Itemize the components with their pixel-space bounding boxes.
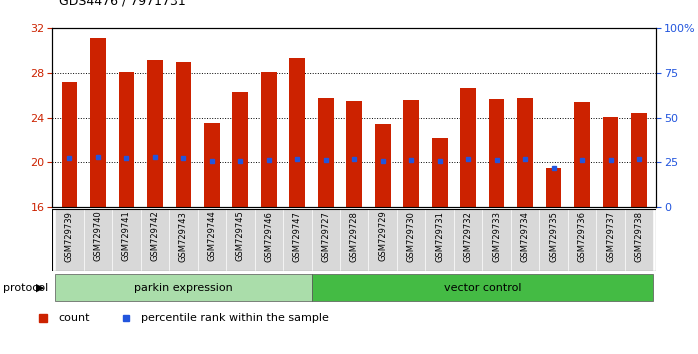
Text: GSM729729: GSM729729 (378, 211, 387, 262)
FancyBboxPatch shape (568, 209, 596, 271)
FancyBboxPatch shape (511, 209, 540, 271)
Text: GSM729744: GSM729744 (207, 211, 216, 262)
Text: GSM729734: GSM729734 (521, 211, 530, 262)
Bar (432, 138, 447, 207)
Bar (232, 92, 248, 207)
FancyBboxPatch shape (140, 209, 169, 271)
FancyBboxPatch shape (482, 209, 511, 271)
Bar (61, 82, 77, 207)
Text: GSM729730: GSM729730 (407, 211, 416, 262)
FancyBboxPatch shape (426, 209, 454, 271)
Text: ▶: ▶ (36, 282, 45, 293)
FancyBboxPatch shape (169, 209, 198, 271)
FancyBboxPatch shape (198, 209, 226, 271)
Bar (602, 116, 618, 207)
Text: GSM729731: GSM729731 (435, 211, 444, 262)
Text: GSM729743: GSM729743 (179, 211, 188, 262)
Bar (290, 58, 305, 207)
FancyBboxPatch shape (625, 209, 653, 271)
Bar (147, 59, 163, 207)
Bar (460, 87, 476, 207)
Text: GSM729747: GSM729747 (292, 211, 302, 262)
Bar (546, 168, 561, 207)
Bar (403, 100, 419, 207)
Text: GSM729735: GSM729735 (549, 211, 558, 262)
FancyBboxPatch shape (596, 209, 625, 271)
Bar (375, 124, 391, 207)
Bar (517, 98, 533, 207)
Text: GSM729746: GSM729746 (265, 211, 274, 262)
Text: GSM729736: GSM729736 (577, 211, 586, 262)
FancyBboxPatch shape (340, 209, 369, 271)
Bar (346, 101, 362, 207)
FancyBboxPatch shape (540, 209, 568, 271)
Bar (119, 72, 134, 207)
Bar (631, 113, 647, 207)
Text: GSM729739: GSM729739 (65, 211, 74, 262)
Text: GSM729733: GSM729733 (492, 211, 501, 262)
Text: GSM729727: GSM729727 (321, 211, 330, 262)
Bar (90, 38, 106, 207)
FancyBboxPatch shape (311, 209, 340, 271)
Text: GSM729732: GSM729732 (463, 211, 473, 262)
Text: percentile rank within the sample: percentile rank within the sample (141, 313, 329, 322)
FancyBboxPatch shape (255, 209, 283, 271)
FancyBboxPatch shape (55, 209, 84, 271)
Text: GDS4476 / 7971731: GDS4476 / 7971731 (59, 0, 186, 7)
FancyBboxPatch shape (454, 209, 482, 271)
Text: vector control: vector control (444, 282, 521, 293)
Text: GSM729728: GSM729728 (350, 211, 359, 262)
FancyBboxPatch shape (369, 209, 397, 271)
FancyBboxPatch shape (283, 209, 311, 271)
Bar (261, 72, 276, 207)
FancyBboxPatch shape (112, 209, 140, 271)
Bar (204, 123, 220, 207)
FancyBboxPatch shape (397, 209, 426, 271)
Text: GSM729738: GSM729738 (634, 211, 644, 262)
Text: GSM729740: GSM729740 (94, 211, 103, 262)
FancyBboxPatch shape (226, 209, 255, 271)
Text: GSM729745: GSM729745 (236, 211, 245, 262)
FancyBboxPatch shape (84, 209, 112, 271)
Text: protocol: protocol (3, 282, 49, 293)
Text: parkin expression: parkin expression (134, 282, 232, 293)
Text: GSM729741: GSM729741 (122, 211, 131, 262)
FancyBboxPatch shape (311, 274, 653, 301)
Bar (574, 102, 590, 207)
Text: count: count (58, 313, 89, 322)
Bar (318, 98, 334, 207)
Text: GSM729737: GSM729737 (606, 211, 615, 262)
FancyBboxPatch shape (55, 274, 311, 301)
Bar (175, 62, 191, 207)
Text: GSM729742: GSM729742 (150, 211, 159, 262)
Bar (489, 99, 505, 207)
